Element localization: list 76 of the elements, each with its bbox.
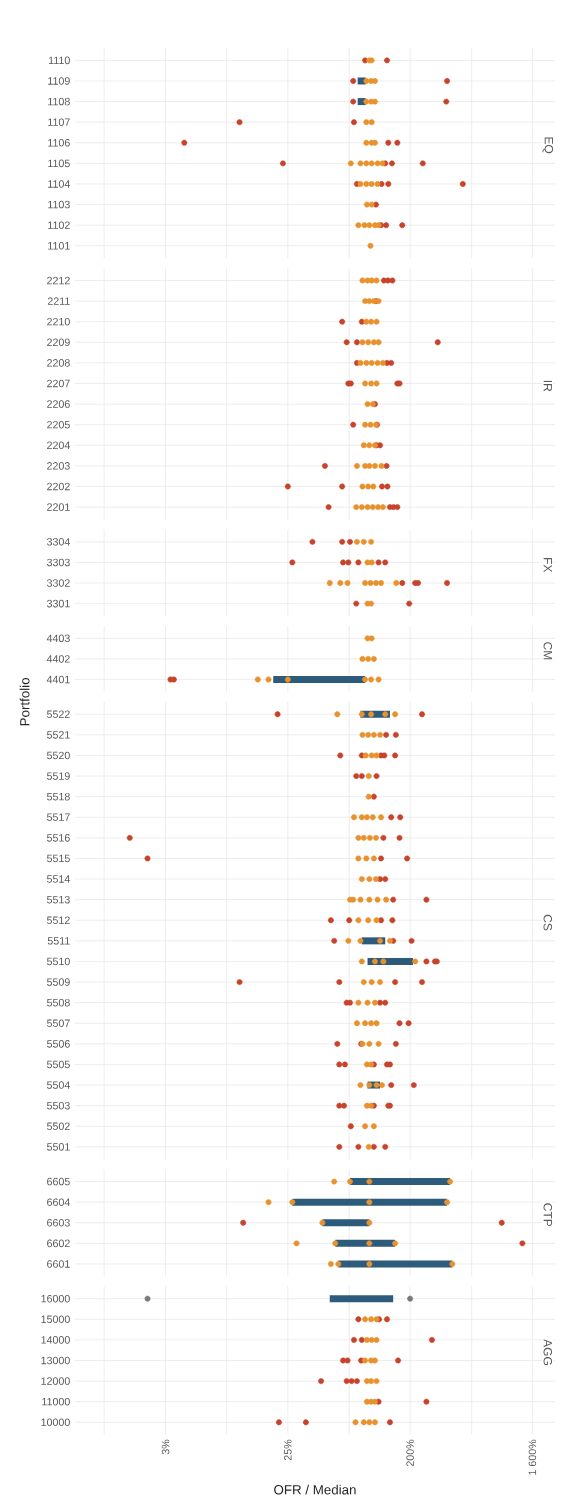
y-tick-label: 3304 [46, 538, 70, 546]
y-tick-label: 1102 [48, 221, 70, 229]
y-tick-label: 5509 [46, 978, 70, 986]
text: CTP [543, 1203, 553, 1227]
y-tick-label: 2210 [47, 317, 70, 326]
text: AGG [543, 1339, 553, 1365]
y-tick-label: 5517 [46, 813, 70, 821]
y-tick-label: 1105 [48, 159, 70, 168]
y-tick-label: 3301 [46, 599, 70, 608]
y-tick-label: 15000 [41, 1315, 70, 1324]
text: CS [543, 914, 553, 931]
y-tick-label: 2209 [47, 338, 70, 347]
y-tick-label: 5510 [46, 957, 70, 966]
y-tick-label: 1103 [48, 200, 70, 209]
y-tick-label: 5519 [46, 772, 70, 780]
y-tick-label: 5515 [46, 854, 70, 863]
text: EQ [542, 137, 554, 154]
y-tick-label: 6601 [47, 1260, 70, 1268]
y-tick-label: 5518 [46, 792, 70, 801]
x-tick-label: 1 600% [528, 1439, 537, 1475]
y-tick-label: 12000 [41, 1377, 70, 1385]
y-tick-label: 5508 [46, 998, 70, 1007]
y-tick-label: 5520 [46, 751, 70, 760]
y-tick-label: 3302 [46, 579, 70, 587]
y-tick-label: 5502 [46, 1122, 70, 1131]
y-tick-label: 2201 [47, 503, 70, 511]
y-tick-label: 2207 [47, 379, 70, 388]
y-tick-label: 5506 [46, 1040, 70, 1048]
y-tick-label: 2206 [47, 400, 70, 408]
y-tick-label: 2205 [47, 420, 70, 429]
y-tick-label: 5501 [46, 1143, 70, 1151]
y-tick-label: 16000 [41, 1294, 70, 1303]
y-tick-label: 5513 [46, 895, 70, 904]
y-tick-label: 2211 [47, 297, 70, 305]
y-tick-label: 1110 [48, 56, 70, 65]
y-tick-label: 2203 [47, 462, 70, 470]
y-tick-label: 3303 [46, 558, 70, 567]
y-tick-label: 5514 [46, 875, 70, 883]
y-axis-title: Portfolio [19, 677, 30, 726]
y-tick-label: 4403 [46, 634, 70, 643]
text: IR [543, 380, 552, 392]
y-tick-label: 1101 [48, 241, 70, 250]
y-tick-label: 1107 [48, 118, 70, 126]
y-tick-label: 10000 [41, 1418, 70, 1427]
x-axis-title: OFR / Median [274, 1484, 356, 1495]
y-tick-label: 5521 [46, 731, 70, 739]
y-tick-label: 5503 [46, 1101, 70, 1110]
x-tick-label: 200% [406, 1439, 414, 1467]
y-tick-label: 1108 [48, 97, 70, 106]
y-tick-label: 1106 [48, 139, 70, 147]
y-tick-label: 1104 [48, 180, 70, 188]
y-tick-label: 5505 [46, 1060, 70, 1069]
y-tick-label: 6603 [47, 1218, 70, 1227]
y-tick-label: 2202 [47, 482, 70, 491]
y-tick-label: 13000 [41, 1356, 70, 1365]
y-tick-label: 5516 [46, 834, 70, 842]
x-tick-label: 25% [284, 1439, 292, 1461]
y-tick-label: 5512 [46, 916, 70, 925]
y-tick-label: 5507 [46, 1019, 70, 1028]
y-tick-label: 4402 [46, 655, 70, 663]
y-tick-label: 11000 [42, 1397, 70, 1406]
y-tick-label: 2212 [47, 276, 70, 285]
y-tick-label: 2208 [47, 359, 70, 367]
y-tick-label: 14000 [41, 1336, 70, 1344]
text: CM [543, 642, 553, 660]
y-tick-label: 4401 [46, 675, 70, 684]
y-tick-label: 6604 [47, 1198, 70, 1206]
text: FX [543, 558, 552, 573]
y-tick-label: 1109 [48, 77, 70, 85]
y-tick-label: 6602 [47, 1239, 70, 1248]
x-tick-label: 3% [161, 1439, 170, 1455]
y-tick-label: 5511 [47, 937, 70, 945]
y-tick-label: 5504 [46, 1081, 70, 1089]
y-tick-label: 5522 [46, 710, 70, 719]
y-tick-label: 2204 [47, 441, 70, 450]
y-tick-label: 6605 [47, 1177, 70, 1186]
